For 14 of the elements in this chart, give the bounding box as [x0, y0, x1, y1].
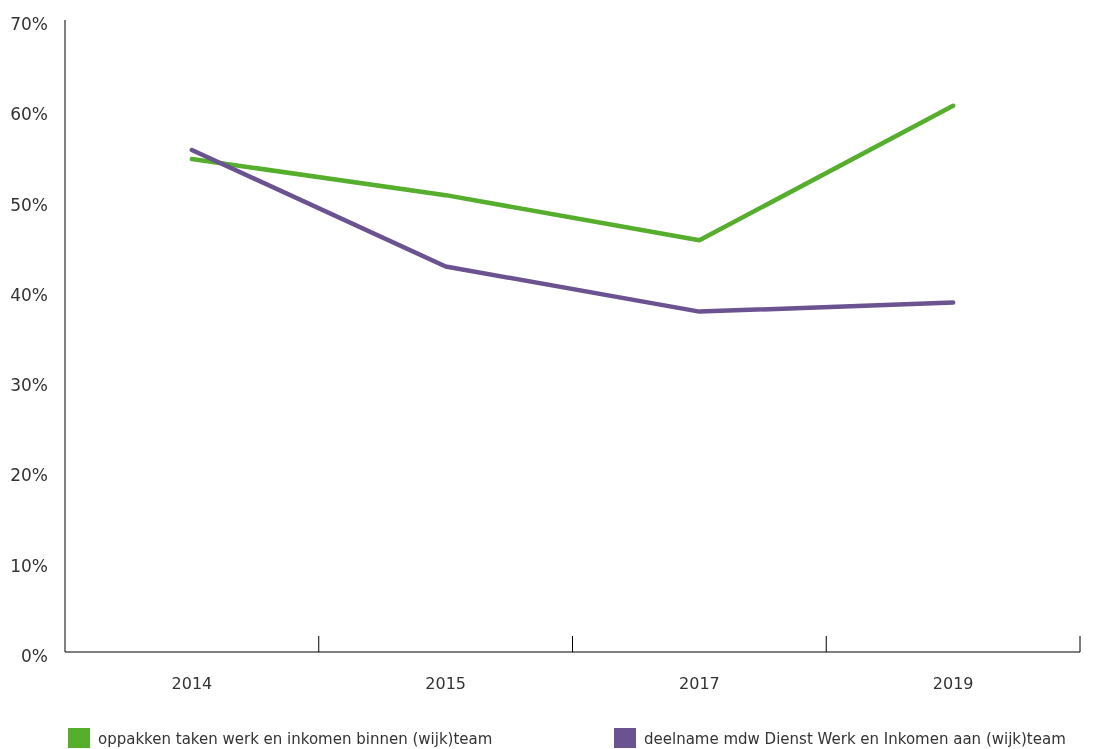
x-tick-label: 2014: [171, 674, 213, 693]
y-tick-label: 50%: [10, 194, 48, 215]
x-tick-label: 2015: [425, 674, 466, 693]
x-tick-label: 2017: [679, 674, 720, 693]
y-tick-label: 30%: [10, 375, 48, 396]
y-tick-label: 60%: [10, 104, 48, 125]
y-tick-label: 70%: [10, 13, 48, 34]
x-tick-label: 2019: [932, 674, 974, 693]
legend-label: oppakken taken werk en inkomen binnen (wijk)team: [98, 730, 493, 748]
y-tick-label: 40%: [10, 284, 48, 305]
y-tick-label: 0%: [21, 645, 48, 666]
legend-label: deelname mdw Dienst Werk en Inkomen aan (wijk)team: [644, 730, 1066, 748]
y-tick-label: 10%: [10, 555, 48, 576]
y-tick-label: 20%: [10, 465, 48, 486]
